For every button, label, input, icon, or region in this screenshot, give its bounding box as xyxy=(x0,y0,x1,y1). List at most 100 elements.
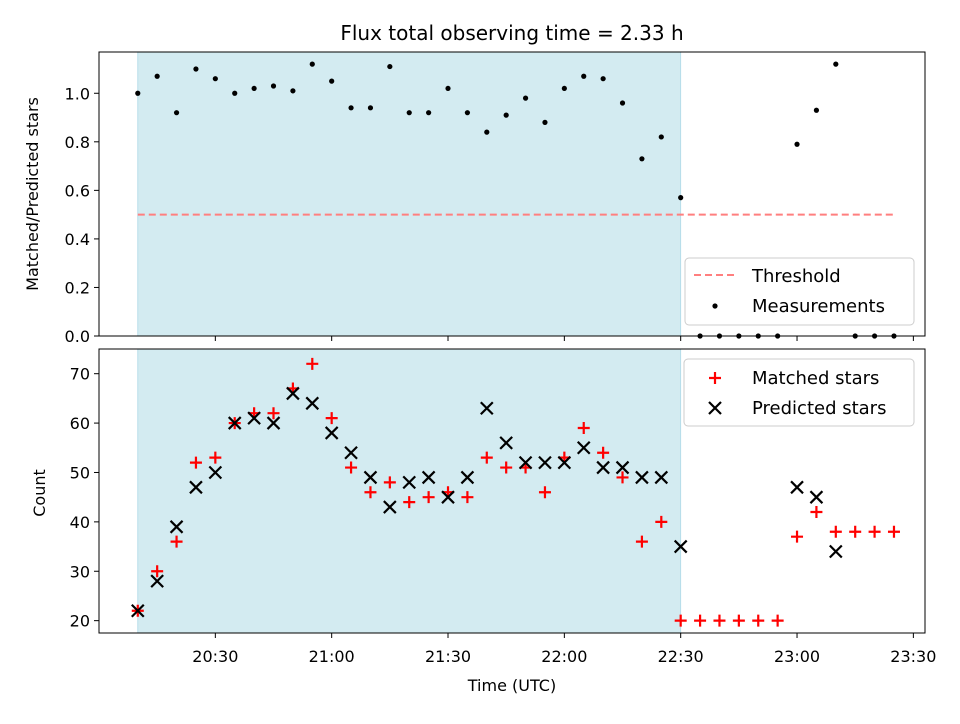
bottom-shaded-interval xyxy=(137,348,682,634)
predicted-stars-point xyxy=(383,500,397,514)
matched-stars-point xyxy=(306,357,319,370)
bottom-x-tick-label: 22:30 xyxy=(658,647,704,666)
bottom-y-tick-label: 30 xyxy=(70,562,90,581)
measurement-point xyxy=(503,112,509,118)
top-axes-frame xyxy=(98,51,926,337)
measurement-point xyxy=(464,110,471,116)
measurement-point xyxy=(813,107,820,113)
bottom-y-tick-label: 70 xyxy=(70,365,90,384)
predicted-stars-point xyxy=(131,603,145,618)
measurement-point xyxy=(619,100,626,106)
predicted-stars-point xyxy=(576,441,591,455)
predicted-stars-point xyxy=(441,490,455,504)
measurement-point xyxy=(251,85,257,92)
measurement-point xyxy=(387,63,393,70)
matched-stars-point xyxy=(694,614,707,627)
predicted-stars-point xyxy=(169,520,184,534)
matched-stars-point xyxy=(887,525,900,538)
matched-stars-point xyxy=(674,614,687,627)
matched-stars-point xyxy=(403,496,416,509)
bottom-y-axis: 20 30 40 50 60 70 xyxy=(70,365,99,631)
bottom-x-axis: 20:30 21:00 21:30 22:00 22:30 23:00 23:30 xyxy=(192,633,936,666)
predicted-stars-point xyxy=(286,386,300,401)
predicted-stars-point xyxy=(829,544,843,559)
measurement-point xyxy=(135,90,141,96)
predicted-stars-point xyxy=(809,490,824,504)
measurement-point xyxy=(794,141,800,147)
matched-stars-point xyxy=(500,461,513,474)
bottom-marks xyxy=(131,357,900,627)
matched-stars-point xyxy=(480,451,493,464)
matched-stars-point xyxy=(597,446,610,459)
matched-stars-point xyxy=(868,525,881,538)
bottom-x-tick-label: 20:30 xyxy=(192,647,238,666)
measurement-point xyxy=(426,110,432,116)
top-panel: 0.0 0.2 0.4 0.6 0.8 1.0 Flux total observing … xyxy=(23,21,926,346)
predicted-stars-point xyxy=(421,470,436,485)
legend-predicted-swatch xyxy=(708,401,722,415)
matched-stars-point xyxy=(383,476,396,489)
bottom-y-tick-label: 20 xyxy=(70,612,90,631)
bottom-x-tick-label: 23:00 xyxy=(774,647,820,666)
predicted-stars-point xyxy=(150,574,164,588)
measurement-point xyxy=(154,73,160,79)
measurement-point xyxy=(522,95,529,101)
top-x-ticks xyxy=(214,336,914,341)
predicted-stars-point xyxy=(635,470,649,485)
matched-stars-point xyxy=(345,461,358,474)
legend-predicted-label: Predicted stars xyxy=(752,398,886,419)
legend-matched-label: Matched stars xyxy=(752,368,879,389)
matched-stars-point xyxy=(151,565,164,578)
bottom-y-tick-label: 40 xyxy=(70,513,90,532)
measurement-point xyxy=(445,85,451,92)
predicted-stars-point xyxy=(460,470,475,485)
top-title: Flux total observing time = 2.33 h xyxy=(340,21,683,45)
top-legend-box xyxy=(684,257,915,326)
predicted-stars-point xyxy=(208,465,223,480)
measurement-point xyxy=(348,105,354,111)
predicted-stars-point xyxy=(596,460,610,475)
bottom-y-tick-label: 60 xyxy=(70,414,90,433)
matched-stars-point xyxy=(713,614,726,627)
measurement-point xyxy=(193,66,199,72)
measurement-point xyxy=(484,129,490,135)
measurement-point xyxy=(678,195,684,201)
predicted-stars-point xyxy=(324,426,339,440)
matched-stars-point xyxy=(170,535,183,548)
legend-measurements-swatch xyxy=(712,303,718,309)
matched-stars-point xyxy=(189,456,202,469)
top-y-tick-label: 0.8 xyxy=(65,133,90,152)
matched-stars-point xyxy=(732,614,745,627)
matched-stars-point xyxy=(771,614,784,627)
predicted-stars-point xyxy=(518,455,533,470)
measurement-point xyxy=(581,73,587,79)
top-y-tick-label: 0.2 xyxy=(65,278,90,297)
top-y-axis: 0.0 0.2 0.4 0.6 0.8 1.0 xyxy=(65,84,99,346)
matched-stars-point xyxy=(325,412,338,425)
matched-stars-point xyxy=(752,614,765,627)
bottom-x-axis-label: Time (UTC) xyxy=(467,676,556,695)
matched-stars-point xyxy=(422,491,435,504)
predicted-stars-point xyxy=(363,470,378,485)
matched-stars-point xyxy=(791,530,804,543)
matched-stars-point xyxy=(849,525,862,538)
bottom-x-tick-label: 21:30 xyxy=(425,647,471,666)
predicted-stars-point xyxy=(499,436,513,450)
measurement-point xyxy=(639,156,645,162)
predicted-stars-point xyxy=(266,416,281,430)
predicted-stars-point xyxy=(615,460,630,475)
legend-measurements-label: Measurements xyxy=(752,296,885,317)
predicted-stars-point xyxy=(790,480,804,495)
measurement-point xyxy=(232,90,238,96)
measurement-point xyxy=(173,110,180,116)
matched-stars-point xyxy=(364,486,377,499)
predicted-stars-point xyxy=(189,480,203,495)
measurement-point xyxy=(212,76,218,82)
top-shaded-interval xyxy=(137,51,682,337)
measurement-point xyxy=(833,61,839,67)
top-y-axis-label: Matched/Predicted stars xyxy=(23,97,42,291)
top-y-tick-label: 0.4 xyxy=(65,230,90,249)
predicted-stars-point xyxy=(305,396,320,411)
measurement-point xyxy=(561,85,567,92)
